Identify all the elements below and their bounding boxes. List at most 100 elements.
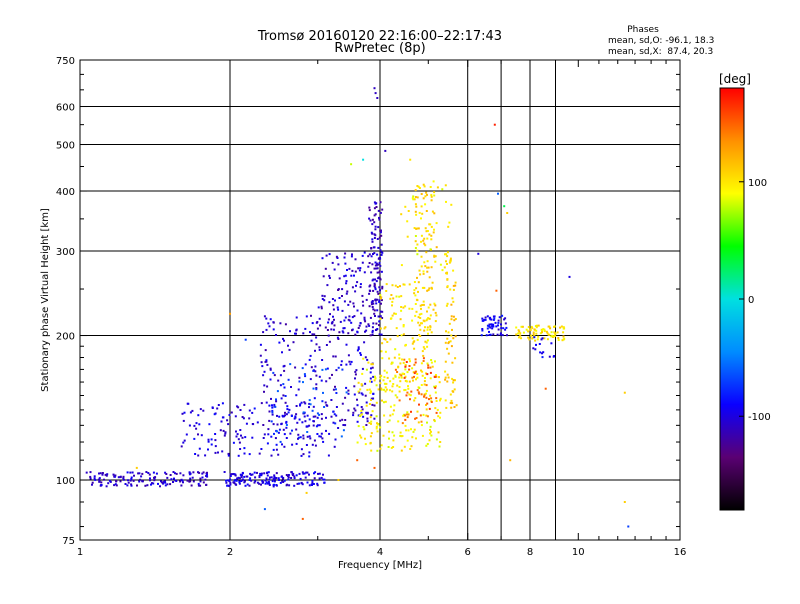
data-point <box>292 474 294 477</box>
data-point <box>425 404 427 406</box>
data-point <box>380 333 383 336</box>
data-point <box>422 303 425 306</box>
data-point <box>276 390 279 393</box>
data-point <box>435 375 438 378</box>
data-point <box>166 476 169 479</box>
data-point <box>380 299 383 302</box>
data-point <box>319 324 322 327</box>
data-point <box>542 328 545 331</box>
data-point <box>238 481 241 484</box>
data-point <box>318 435 321 438</box>
data-point <box>358 415 361 417</box>
data-point <box>414 210 417 213</box>
data-point <box>239 409 242 411</box>
data-point <box>359 267 362 270</box>
data-point <box>433 420 436 423</box>
data-point <box>548 333 551 336</box>
data-point <box>413 375 415 378</box>
data-point <box>323 481 326 484</box>
data-point <box>384 149 387 152</box>
data-point <box>303 415 306 418</box>
data-point <box>454 284 457 287</box>
data-point <box>312 483 315 485</box>
data-point <box>404 368 407 371</box>
data-point <box>264 479 267 482</box>
data-point <box>419 273 422 276</box>
data-point <box>347 332 350 335</box>
data-point <box>404 414 406 417</box>
data-point <box>441 269 444 272</box>
data-point <box>404 305 407 308</box>
data-point <box>404 375 407 378</box>
data-point <box>283 445 286 448</box>
data-point <box>375 280 378 283</box>
data-point <box>530 334 533 337</box>
data-point <box>403 358 406 361</box>
data-point <box>315 425 318 428</box>
data-point <box>272 478 275 481</box>
data-point <box>366 358 369 361</box>
data-point <box>305 444 308 446</box>
data-point <box>298 418 301 421</box>
data-point <box>404 379 407 382</box>
data-point <box>385 382 388 385</box>
stats-line-x: mean, sd,X: 87.4, 20.3 <box>608 47 713 57</box>
data-point <box>371 223 374 226</box>
data-point <box>426 289 429 292</box>
data-point <box>354 333 357 336</box>
data-point <box>394 312 397 315</box>
data-point <box>346 290 349 293</box>
data-point <box>345 386 348 389</box>
data-point <box>394 374 397 377</box>
data-point <box>426 443 429 445</box>
data-point <box>550 342 553 345</box>
data-point <box>451 328 453 331</box>
data-point <box>423 383 426 386</box>
data-point <box>380 302 382 305</box>
data-point <box>226 484 229 487</box>
data-point <box>414 314 417 317</box>
data-point <box>414 247 417 249</box>
data-point <box>89 471 92 474</box>
data-point <box>427 332 429 335</box>
data-point <box>417 281 420 284</box>
data-point <box>204 478 207 481</box>
chart-subtitle: RwPretec (8p) <box>334 41 425 56</box>
data-point <box>329 313 331 316</box>
data-point <box>351 316 354 319</box>
data-point <box>398 386 401 388</box>
data-point <box>332 304 335 307</box>
data-point <box>370 414 373 417</box>
data-point <box>373 87 376 90</box>
data-point <box>380 270 383 273</box>
data-point <box>375 322 378 325</box>
data-point <box>451 377 454 380</box>
data-point <box>394 368 397 371</box>
data-point <box>393 312 396 315</box>
data-point <box>623 501 626 503</box>
data-point <box>357 390 360 393</box>
data-point <box>301 421 304 424</box>
data-point <box>297 433 300 436</box>
data-point <box>446 255 449 258</box>
y-tick-label: 600 <box>56 103 75 114</box>
data-point <box>353 385 356 388</box>
data-point <box>263 370 266 373</box>
data-point <box>435 385 437 388</box>
data-point <box>294 415 297 418</box>
data-point <box>282 337 284 340</box>
data-point <box>430 359 433 361</box>
data-point <box>371 232 374 235</box>
data-point <box>353 315 356 318</box>
data-point <box>289 330 291 333</box>
data-point <box>405 343 407 346</box>
data-point <box>350 163 353 166</box>
data-point <box>311 333 314 336</box>
data-point <box>287 411 290 414</box>
data-point <box>373 214 376 217</box>
data-point <box>323 299 326 302</box>
data-point <box>182 419 185 422</box>
data-point <box>377 209 380 212</box>
data-point <box>370 398 372 401</box>
